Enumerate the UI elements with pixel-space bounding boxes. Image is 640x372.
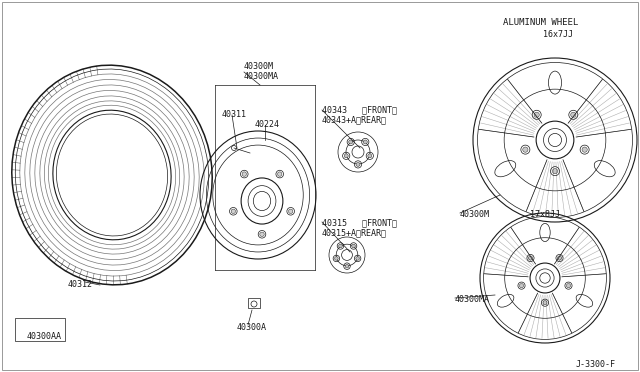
Circle shape bbox=[557, 256, 561, 260]
Text: 40300MA: 40300MA bbox=[244, 72, 279, 81]
Circle shape bbox=[571, 112, 576, 118]
Text: J-3300-F: J-3300-F bbox=[576, 360, 616, 369]
Text: 40300M: 40300M bbox=[244, 62, 274, 71]
Text: 40315+A〈REAR〉: 40315+A〈REAR〉 bbox=[322, 228, 387, 237]
Circle shape bbox=[345, 264, 349, 268]
Text: 17x8JJ: 17x8JJ bbox=[530, 210, 560, 219]
Text: 40312: 40312 bbox=[68, 280, 93, 289]
Text: 40300AA: 40300AA bbox=[27, 332, 62, 341]
Circle shape bbox=[344, 154, 348, 158]
Circle shape bbox=[552, 169, 557, 174]
Circle shape bbox=[352, 244, 355, 248]
Circle shape bbox=[335, 257, 338, 260]
Circle shape bbox=[231, 209, 236, 214]
Circle shape bbox=[543, 301, 547, 305]
Text: 40224: 40224 bbox=[255, 120, 280, 129]
Text: 40300A: 40300A bbox=[237, 323, 267, 332]
Text: 16x7JJ: 16x7JJ bbox=[543, 30, 573, 39]
Circle shape bbox=[278, 172, 282, 176]
Circle shape bbox=[529, 256, 532, 260]
Text: 40311: 40311 bbox=[222, 110, 247, 119]
Circle shape bbox=[339, 244, 342, 248]
Text: 40300MA: 40300MA bbox=[455, 295, 490, 304]
Bar bbox=[15, 318, 65, 341]
Circle shape bbox=[349, 140, 353, 144]
Circle shape bbox=[368, 154, 372, 158]
Circle shape bbox=[566, 283, 571, 288]
Text: 40343+A〈REAR〉: 40343+A〈REAR〉 bbox=[322, 115, 387, 124]
Circle shape bbox=[534, 112, 540, 118]
Circle shape bbox=[523, 147, 528, 152]
Text: 40300M: 40300M bbox=[460, 210, 490, 219]
Text: 40315   〈FRONT〉: 40315 〈FRONT〉 bbox=[322, 218, 397, 227]
Circle shape bbox=[242, 172, 246, 176]
Circle shape bbox=[582, 147, 588, 152]
Circle shape bbox=[356, 257, 360, 260]
Text: 40343   〈FRONT〉: 40343 〈FRONT〉 bbox=[322, 105, 397, 114]
Circle shape bbox=[520, 283, 524, 288]
Circle shape bbox=[356, 163, 360, 166]
Circle shape bbox=[289, 209, 293, 214]
Bar bbox=[248, 298, 260, 308]
Circle shape bbox=[364, 140, 367, 144]
Text: ALUMINUM WHEEL: ALUMINUM WHEEL bbox=[503, 18, 579, 27]
Circle shape bbox=[260, 232, 264, 237]
